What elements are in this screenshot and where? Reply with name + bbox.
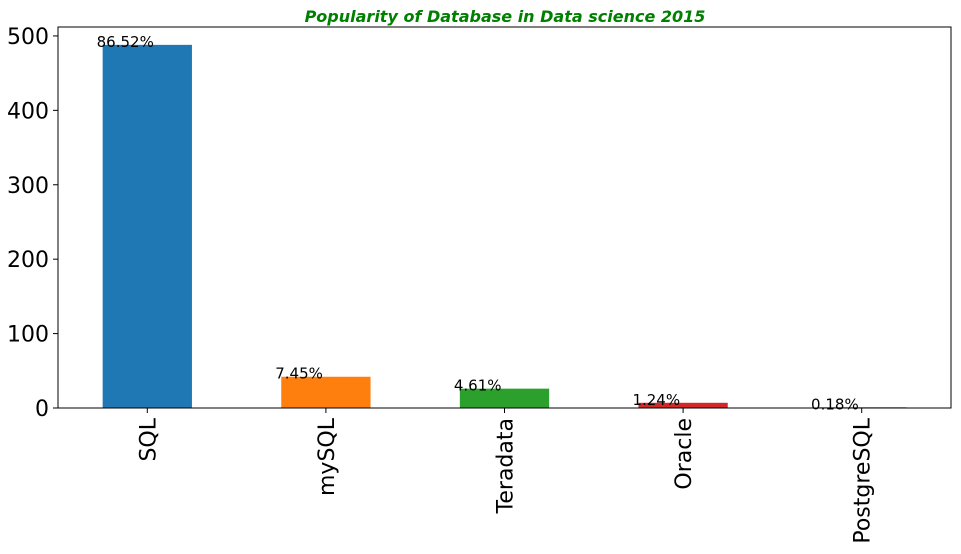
- bar-teradata: [459, 388, 550, 408]
- data-label-postgresql: 0.18%: [811, 395, 859, 413]
- data-label-mysql: 7.45%: [275, 365, 323, 383]
- bar-oracle: [638, 402, 728, 408]
- plot-frame: [57, 26, 952, 409]
- data-label-sql: 86.52%: [97, 33, 154, 51]
- y-tick-label: 0: [35, 397, 49, 422]
- x-tick-label-postgresql: PostgreSQL: [851, 417, 876, 543]
- y-tick-label: 500: [7, 25, 49, 50]
- x-tick-label-mysql: mySQL: [315, 417, 340, 496]
- data-label-oracle: 1.24%: [632, 391, 680, 409]
- bar-mysql: [281, 376, 371, 408]
- y-tick-label: 200: [7, 248, 49, 273]
- y-axis: 0 100 200 300 400 500: [7, 25, 58, 422]
- y-tick-label: 400: [7, 99, 49, 124]
- bars-group: [102, 44, 907, 408]
- chart-title: Popularity of Database in Data science 2…: [305, 7, 706, 26]
- x-axis: SQL mySQL Teradata Oracle PostgreSQL: [136, 408, 876, 544]
- data-label-teradata: 4.61%: [454, 377, 502, 395]
- x-tick-label-sql: SQL: [136, 417, 161, 461]
- bar-sql: [102, 44, 192, 408]
- x-tick-label-teradata: Teradata: [494, 418, 519, 514]
- y-tick-label: 100: [7, 323, 49, 348]
- x-tick-label-oracle: Oracle: [672, 418, 697, 490]
- y-tick-label: 300: [7, 174, 49, 199]
- data-labels-group: 86.52% 7.45% 4.61% 1.24% 0.18%: [97, 33, 859, 413]
